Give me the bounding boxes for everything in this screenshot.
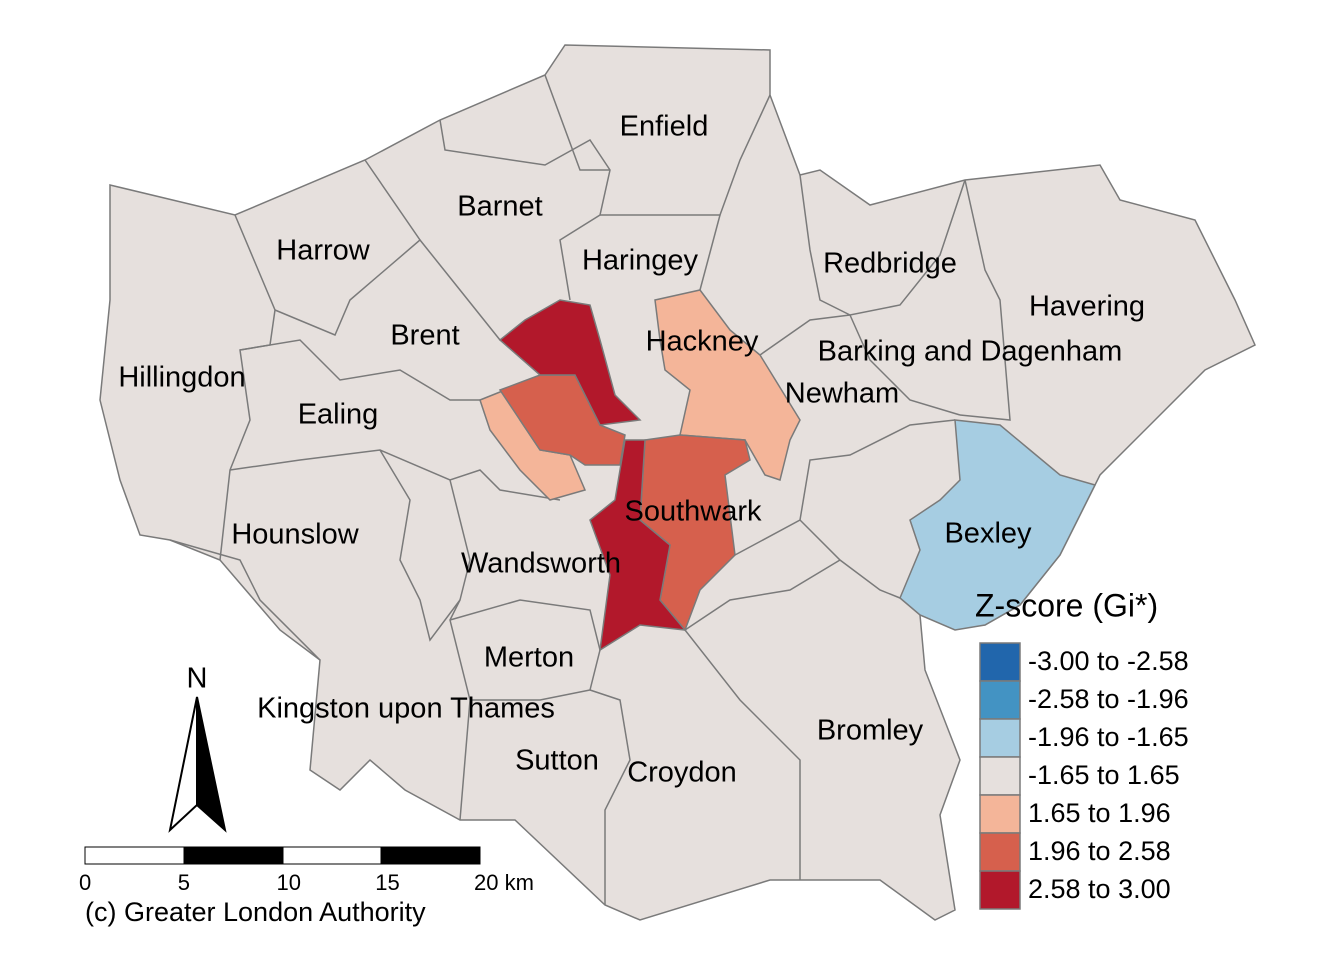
scale-bar (84, 846, 481, 865)
scale-tick-label: 15 (375, 870, 399, 895)
region-bexley (899, 419, 1097, 631)
legend-label: 1.96 to 2.58 (1028, 836, 1171, 866)
borough-label: Merton (484, 642, 574, 674)
scale-tick-label: 20 km (474, 870, 534, 895)
scale-tick-label: 5 (178, 870, 190, 895)
legend-label: 1.65 to 1.96 (1028, 798, 1171, 828)
legend-swatch (979, 832, 1021, 872)
borough-label: Enfield (620, 111, 709, 143)
borough-labels: Enfield Barnet Harrow Haringey Redbridge Have… (118, 111, 1145, 789)
borough-label: Hounslow (231, 519, 359, 551)
legend-label: 2.58 to 3.00 (1028, 874, 1171, 904)
credit: (c) Greater London Authority (85, 897, 426, 927)
legend-swatch (979, 794, 1021, 834)
legend-label: -1.96 to -1.65 (1028, 722, 1189, 752)
borough-label: Bromley (817, 715, 924, 747)
borough-label: Redbridge (823, 248, 957, 280)
scale-tick-label: 0 (79, 870, 91, 895)
borough-label: Havering (1029, 291, 1145, 323)
borough-label: Hillingdon (118, 362, 245, 394)
legend-swatch (979, 756, 1021, 796)
legend: -3.00 to -2.58 -2.58 to -1.96 -1.96 to -1.… (979, 642, 1189, 910)
scale-ticks: 0 5 10 15 20 km (79, 870, 534, 895)
region-hackney (654, 289, 801, 481)
region-camden (498, 299, 642, 426)
north-label: N (187, 663, 208, 695)
borough-label: Hackney (646, 326, 759, 358)
borough-label: Sutton (515, 745, 599, 777)
legend-swatch (979, 870, 1021, 910)
legend-title: Z-score (Gi*) (975, 587, 1158, 623)
borough-label: Ealing (298, 399, 379, 431)
borough-label: Kingston upon Thames (257, 693, 555, 725)
legend-label: -3.00 to -2.58 (1028, 646, 1189, 676)
borough-label: Newham (785, 378, 899, 410)
borough-boundaries (169, 74, 1011, 905)
legend-swatch (979, 680, 1021, 720)
borough-label: Croydon (627, 757, 737, 789)
legend-label: -2.58 to -1.96 (1028, 684, 1189, 714)
north-arrow: N (168, 663, 227, 833)
borough-label: Haringey (582, 245, 699, 277)
borough-label: Southwark (624, 496, 762, 528)
borough-label: Barnet (457, 191, 542, 223)
borough-label: Brent (390, 320, 459, 352)
borough-label: Bexley (944, 518, 1032, 550)
legend-label: -1.65 to 1.65 (1028, 760, 1180, 790)
borough-label: Harrow (276, 235, 371, 267)
borough-label: Wandsworth (461, 548, 621, 580)
scale-tick-label: 10 (277, 870, 301, 895)
legend-swatch (979, 642, 1021, 682)
region-lambeth (589, 439, 687, 652)
legend-swatch (979, 718, 1021, 758)
borough-label: Barking and Dagenham (818, 336, 1123, 368)
